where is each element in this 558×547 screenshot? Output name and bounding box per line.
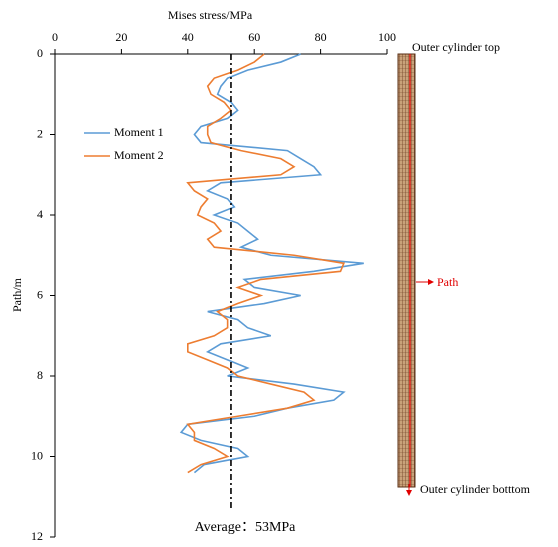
- path-arrowhead: [428, 279, 434, 285]
- stress-tick-label: 40: [182, 30, 194, 44]
- path-tick-label: 0: [37, 46, 43, 60]
- x-axis-title: Path/m: [10, 277, 24, 312]
- stress-tick-label: 100: [378, 30, 396, 44]
- stress-tick-label: 60: [248, 30, 260, 44]
- stress-tick-label: 80: [315, 30, 327, 44]
- bottom-arrowhead: [406, 490, 412, 496]
- path-tick-label: 6: [37, 287, 43, 301]
- path-tick-label: 2: [37, 126, 43, 140]
- path-tick-label: 4: [37, 207, 43, 221]
- series-line: [186, 53, 345, 474]
- series-line: [179, 53, 364, 474]
- path-tick-label: 8: [37, 368, 43, 382]
- path-tick-label: 12: [31, 529, 43, 543]
- stress-tick-label: 0: [52, 30, 58, 44]
- stress-tick-label: 20: [115, 30, 127, 44]
- path-tick-label: 10: [31, 448, 43, 462]
- cylinder-bottom-label: Outer cylinder botttom: [420, 482, 531, 496]
- cylinder-top-label: Outer cylinder top: [412, 40, 500, 54]
- path-label: Path: [437, 275, 458, 289]
- outer-cylinder: [397, 53, 416, 488]
- legend-label: Moment 2: [114, 148, 164, 162]
- legend-label: Moment 1: [114, 125, 164, 139]
- y-axis-title: Mises stress/MPa: [168, 8, 253, 22]
- average-label: Average：53MPa: [195, 520, 297, 535]
